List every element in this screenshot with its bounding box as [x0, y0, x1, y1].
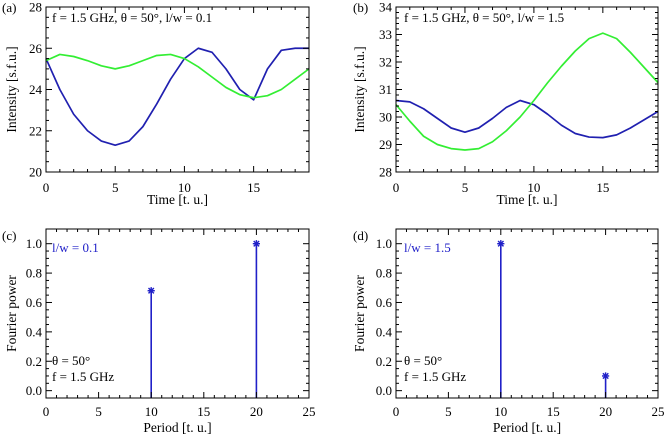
legend-label: l/w = 1.5	[404, 240, 451, 255]
x-tick-label: 0	[393, 404, 400, 419]
series-line-2	[45, 53, 310, 99]
y-axis-label: Fourier power	[352, 275, 367, 352]
stem-marker	[147, 287, 155, 295]
y-tick-label: 22	[29, 123, 42, 138]
panel-b: 0 5 10 15 28 29 30 31 32 33 34 Time [t. u.] Intensit…	[352, 0, 659, 207]
x-tick-label: 5	[95, 404, 102, 419]
y-tick-label: 28	[379, 165, 392, 180]
legend-label: l/w = 0.1	[52, 240, 99, 255]
stem-marker	[602, 372, 610, 380]
x-tick-label: 15	[247, 180, 260, 195]
plot-frame	[45, 228, 310, 399]
y-tick-label: 0.0	[26, 383, 42, 398]
y-tick-label: 34	[379, 0, 393, 15]
x-tick-label: 10	[527, 180, 540, 195]
x-axis-label: Time [t. u.]	[147, 192, 208, 207]
y-tick-label: 20	[29, 165, 42, 180]
y-tick-label: 26	[29, 41, 43, 56]
stem-marker	[252, 240, 260, 248]
y-tick-label: 1.0	[26, 236, 42, 251]
y-tick-label: 1.0	[376, 236, 392, 251]
x-tick-label: 0	[43, 180, 50, 195]
x-tick-label: 5	[445, 404, 452, 419]
y-tick-label: 0.6	[376, 295, 393, 310]
panel-d: 0 5 10 15 20 25 0.0 0.2 0.4 0.6 0.8 1.0 Period [t. u…	[352, 228, 664, 435]
y-tick-label: 0.8	[26, 266, 42, 281]
series-line-1	[395, 99, 659, 139]
y-axis-label: Intensity [s.f.u.]	[352, 46, 367, 132]
parameter-label: f = 1.5 GHz	[52, 369, 114, 384]
x-axis-label: Time [t. u.]	[496, 192, 557, 207]
plot-frame	[395, 6, 659, 173]
x-tick-label: 15	[596, 180, 609, 195]
x-tick-label: 0	[393, 180, 400, 195]
x-tick-label: 15	[197, 404, 210, 419]
x-tick-label: 10	[145, 404, 158, 419]
y-tick-label: 32	[379, 55, 392, 70]
y-tick-label: 0.2	[376, 354, 392, 369]
panel-c: 0 5 10 15 20 25 0.0 0.2 0.4 0.6 0.8 1.0 Period [t. u…	[2, 228, 316, 435]
x-tick-label: 20	[599, 404, 612, 419]
y-tick-label: 30	[379, 110, 392, 125]
y-tick-label: 28	[29, 0, 42, 15]
x-axis-label: Period [t. u.]	[143, 420, 211, 435]
panel-label: (a)	[2, 0, 16, 15]
plot-frame	[45, 6, 310, 173]
annotation-text: f = 1.5 GHz, θ = 50°, l/w = 0.1	[52, 10, 212, 25]
x-tick-label: 15	[547, 404, 560, 419]
y-axis-label: Intensity [s.f.u.]	[4, 46, 19, 132]
stem-marker	[497, 240, 505, 248]
y-tick-label: 0.4	[26, 324, 43, 339]
y-tick-label: 24	[29, 82, 43, 97]
x-tick-label: 10	[494, 404, 507, 419]
series-line-2	[395, 32, 659, 151]
y-axis-label: Fourier power	[4, 275, 19, 352]
parameter-label: θ = 50°	[404, 353, 442, 368]
x-tick-label: 5	[462, 180, 469, 195]
x-tick-label: 25	[652, 404, 664, 419]
plot-frame	[395, 228, 659, 399]
series-line-1	[45, 47, 309, 147]
x-tick-label: 20	[250, 404, 263, 419]
y-tick-label: 33	[379, 27, 392, 42]
x-tick-label: 25	[303, 404, 316, 419]
y-tick-label: 31	[379, 82, 392, 97]
annotation-text: f = 1.5 GHz, θ = 50°, l/w = 1.5	[404, 10, 564, 25]
y-tick-label: 29	[379, 137, 392, 152]
y-tick-label: 0.4	[376, 324, 393, 339]
y-tick-label: 0.6	[26, 295, 43, 310]
x-axis-label: Period [t. u.]	[493, 420, 561, 435]
panel-a: 0 5 10 15 20 22 24 26 28 Time [t. u.] Intensity [s…	[2, 0, 310, 207]
x-tick-label: 5	[112, 180, 119, 195]
panel-label: (b)	[353, 0, 368, 15]
parameter-label: f = 1.5 GHz	[404, 369, 466, 384]
y-tick-label: 0.8	[376, 266, 392, 281]
y-tick-label: 0.0	[376, 383, 392, 398]
panel-label: (d)	[353, 228, 368, 243]
x-tick-label: 10	[178, 180, 191, 195]
panel-label: (c)	[2, 228, 16, 243]
x-tick-label: 0	[43, 404, 50, 419]
parameter-label: θ = 50°	[52, 353, 90, 368]
y-tick-label: 0.2	[26, 354, 42, 369]
